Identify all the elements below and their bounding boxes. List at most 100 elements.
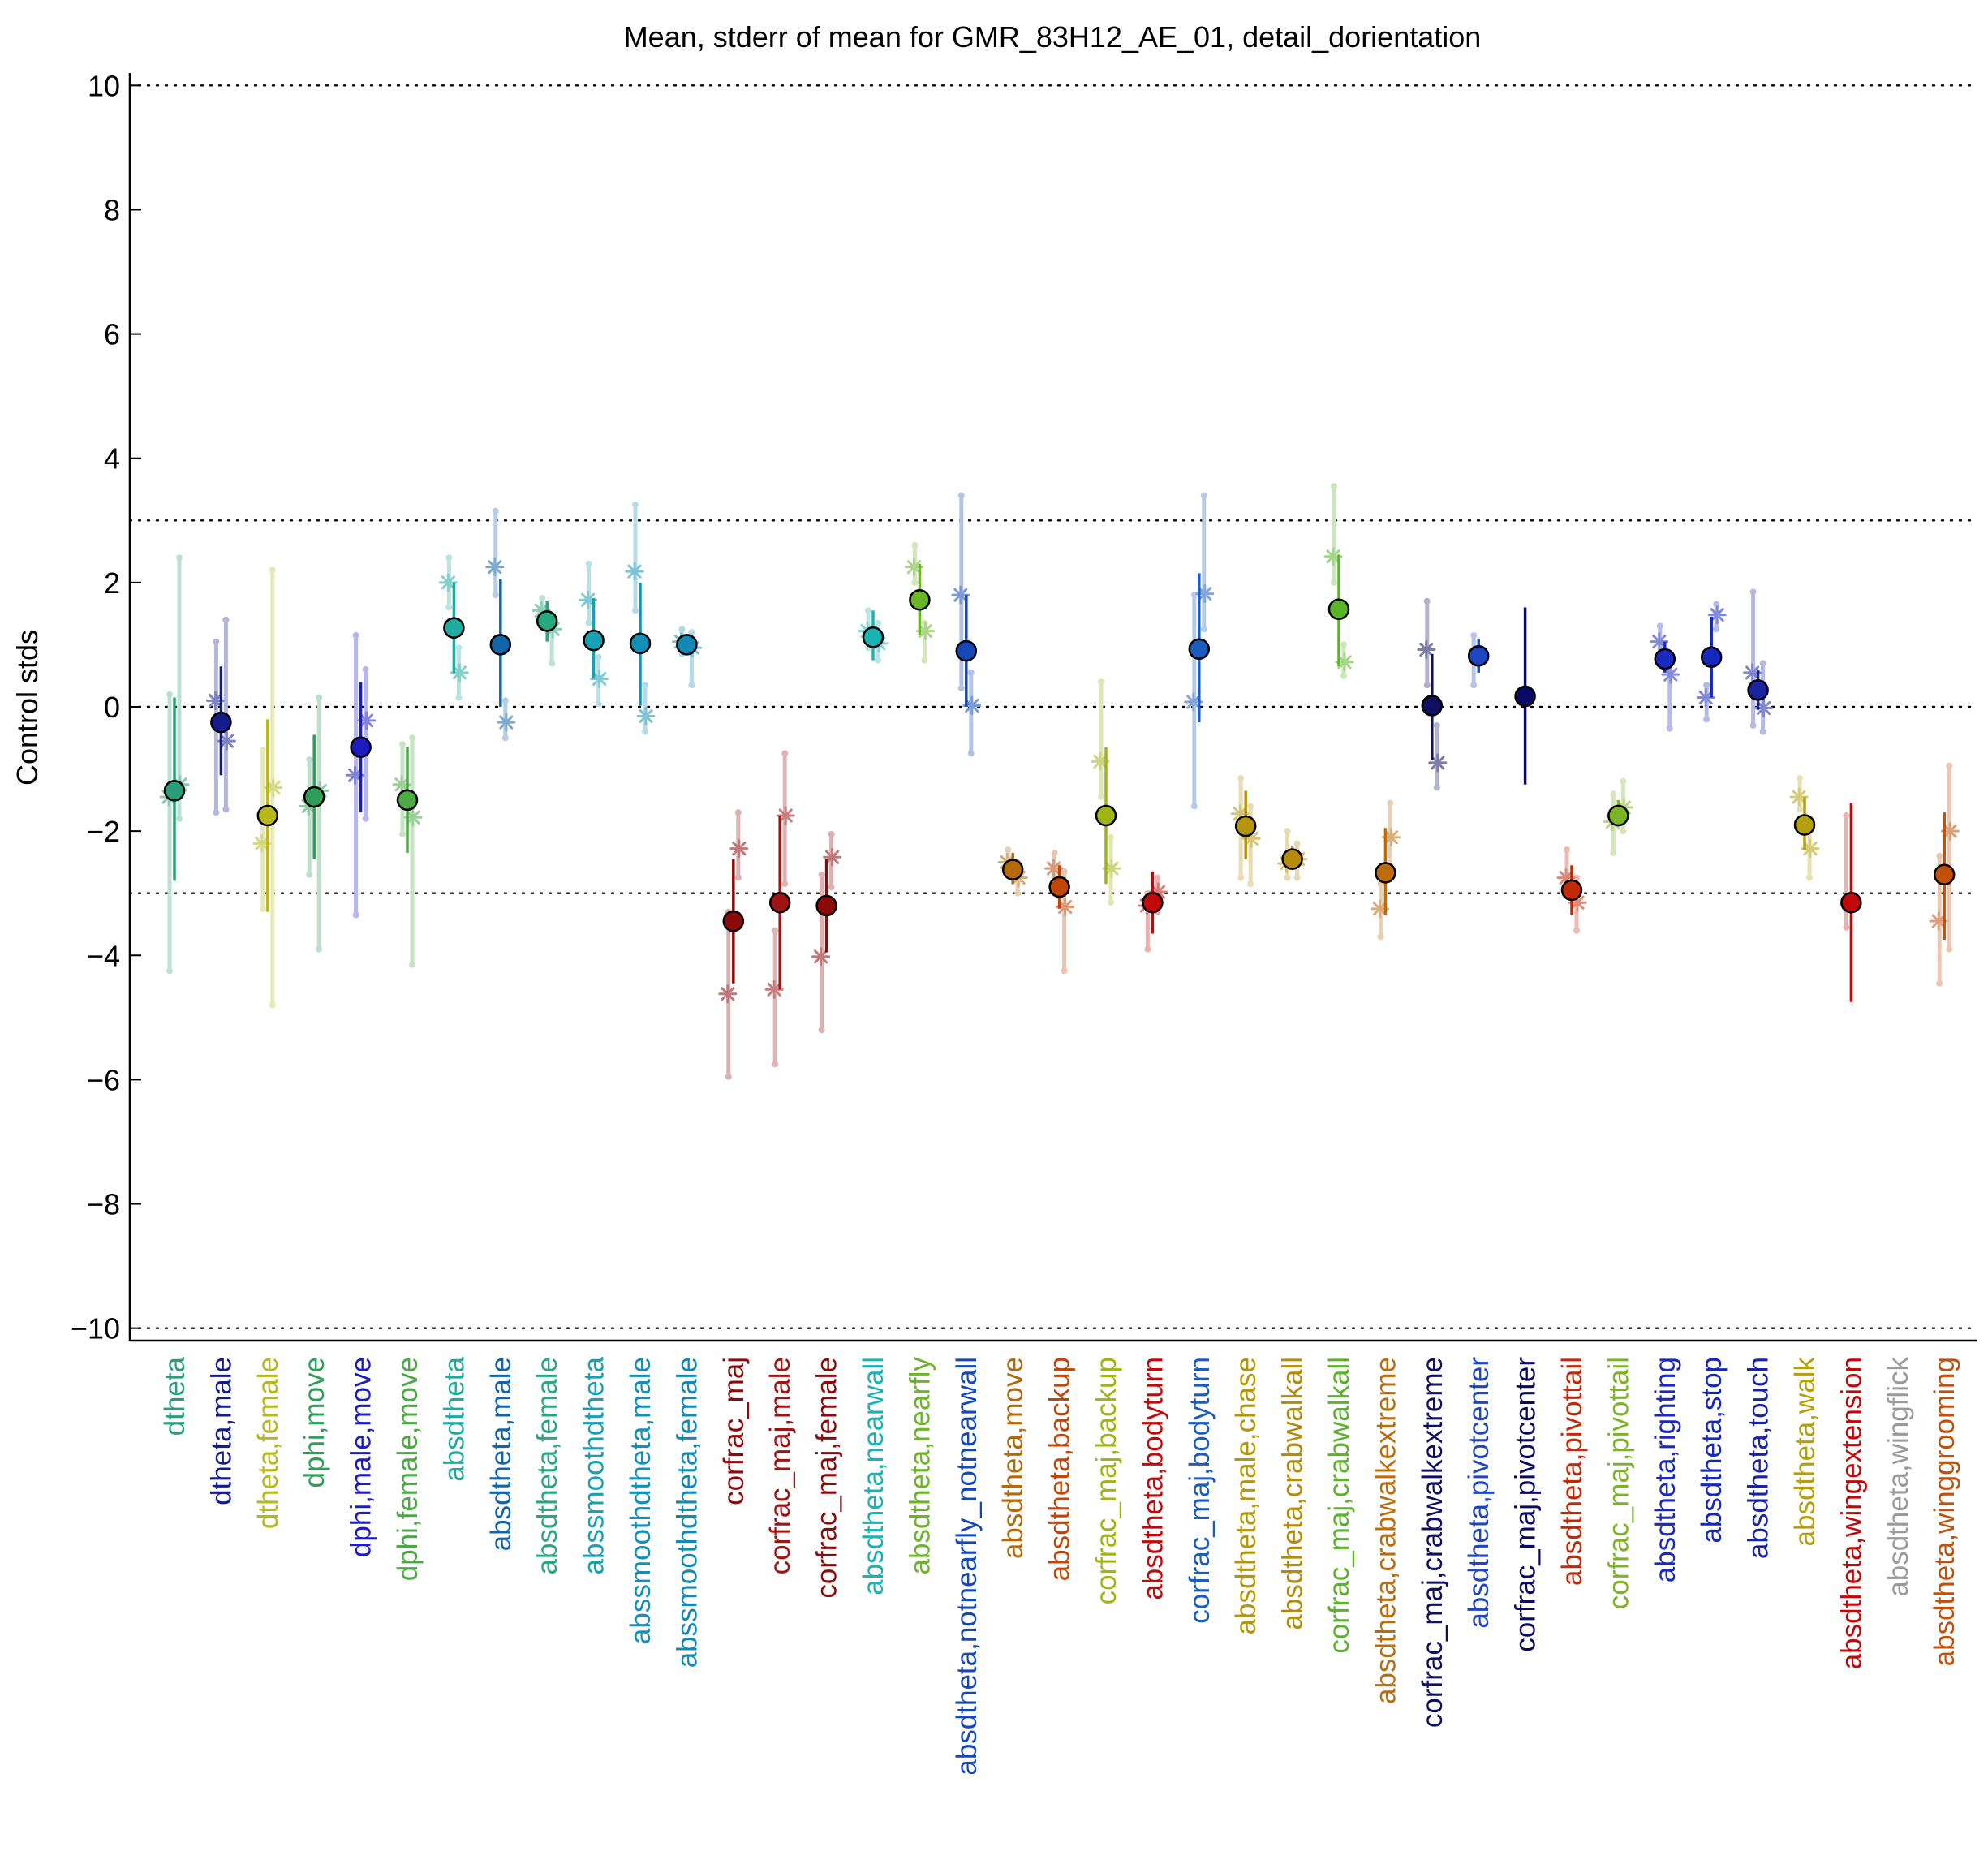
star-stroke	[1745, 665, 1760, 680]
spread-end	[455, 644, 463, 652]
mean-point	[350, 736, 372, 759]
group-star	[392, 775, 411, 794]
point-group	[485, 507, 516, 742]
mean-point	[1560, 879, 1583, 902]
point-group	[764, 750, 795, 1068]
star-stroke	[1186, 695, 1201, 709]
star-stroke	[1943, 824, 1957, 838]
spread-end	[1749, 721, 1757, 729]
spread-end	[1144, 945, 1151, 953]
spread-end	[642, 728, 648, 735]
y-tick-label: 4	[104, 442, 120, 476]
spread-end	[1051, 849, 1058, 856]
x-tick-label: dphi,male,move	[346, 1357, 377, 1557]
x-tick-label: dtheta	[159, 1356, 191, 1436]
spread-end	[772, 927, 779, 934]
spread-end	[1470, 682, 1478, 689]
group-star	[205, 691, 225, 710]
mean-point	[1095, 804, 1117, 827]
group-star	[915, 622, 935, 641]
x-tick-label: dtheta,male	[205, 1357, 237, 1505]
y-tick-label: −6	[87, 1063, 120, 1096]
mean-point	[1467, 644, 1490, 667]
spread-end	[539, 595, 546, 602]
spread-end	[1703, 716, 1710, 723]
spread-end	[1936, 852, 1943, 859]
star-stroke	[1803, 842, 1818, 856]
star-stroke	[1372, 902, 1387, 916]
data-marks	[159, 483, 1960, 1080]
star-stroke	[918, 624, 932, 639]
spread-end	[259, 747, 266, 754]
group-star	[636, 706, 656, 725]
point-group	[205, 616, 236, 816]
spread-end	[176, 554, 183, 562]
point-group	[531, 595, 562, 667]
spread-end	[492, 507, 499, 515]
mean-point	[210, 711, 232, 734]
spread-end	[306, 756, 313, 764]
point-group	[1137, 871, 1168, 953]
point-group	[252, 566, 283, 1009]
star-stroke	[1698, 690, 1713, 705]
x-tick-label: dtheta,female	[252, 1357, 284, 1529]
spread-end	[781, 750, 789, 757]
point-group	[811, 830, 842, 1034]
x-tick-label: absdtheta,wingflick	[1883, 1357, 1914, 1597]
spread-end	[409, 734, 415, 742]
point-group	[858, 607, 889, 664]
spread-end	[1108, 899, 1114, 906]
spread-end	[781, 880, 789, 888]
mean-point	[1375, 862, 1396, 884]
star-stroke	[1559, 870, 1573, 885]
group-star	[823, 847, 842, 867]
spread-end	[1331, 579, 1337, 586]
spread-end	[1098, 678, 1104, 686]
spread-end	[818, 1027, 825, 1034]
spread-end	[632, 502, 639, 509]
x-tick-label: absdtheta,stop	[1696, 1357, 1728, 1544]
spread-end	[875, 619, 881, 626]
group-star	[497, 713, 516, 732]
spread-end	[1564, 846, 1570, 854]
mean-point	[722, 910, 745, 932]
spread-end	[1573, 927, 1580, 934]
point-group	[346, 631, 377, 919]
spread-end	[957, 492, 965, 499]
star-stroke	[348, 768, 363, 782]
spread-end	[1061, 868, 1068, 875]
spread-end	[818, 871, 825, 878]
mean-point	[256, 804, 279, 827]
x-tick-label: absdtheta,crabwalkall	[1277, 1357, 1309, 1630]
spread-end	[1620, 828, 1627, 835]
spread-end	[501, 734, 509, 742]
y-tick-label: −4	[87, 939, 120, 972]
spread-end	[921, 657, 928, 664]
mean-point	[443, 617, 465, 639]
point-group	[392, 734, 423, 968]
y-tick-label: −10	[71, 1312, 120, 1345]
spread-end	[967, 750, 975, 757]
star-stroke	[767, 982, 781, 997]
point-group	[904, 541, 935, 664]
group-star	[811, 947, 831, 967]
point-group	[1184, 492, 1215, 810]
star-stroke	[452, 665, 467, 680]
spread-end	[259, 905, 266, 912]
spread-end	[1423, 682, 1431, 689]
x-tick-label: absdtheta,notnearfly_notnearwall	[951, 1357, 983, 1776]
spread-end	[222, 616, 230, 623]
spread-end	[911, 541, 919, 549]
x-tick-label: absdtheta,wingextension	[1835, 1357, 1867, 1669]
x-tick-label: absdtheta,nearfly	[904, 1357, 936, 1575]
x-tick-label: corfrac_maj,crabwalkall	[1323, 1357, 1355, 1654]
mean-point	[1327, 598, 1350, 621]
y-axis-label: Control stds	[11, 630, 44, 786]
x-tick-label: abssmoothdtheta,female	[671, 1357, 703, 1668]
chart-title: Mean, stderr of mean for GMR_83H12_AE_01…	[624, 20, 1482, 54]
spread-end	[399, 830, 406, 837]
spread-end	[688, 682, 695, 689]
x-tick-label: absdtheta,move	[997, 1357, 1029, 1559]
spread-end	[1005, 846, 1012, 854]
star-stroke	[1093, 754, 1108, 769]
